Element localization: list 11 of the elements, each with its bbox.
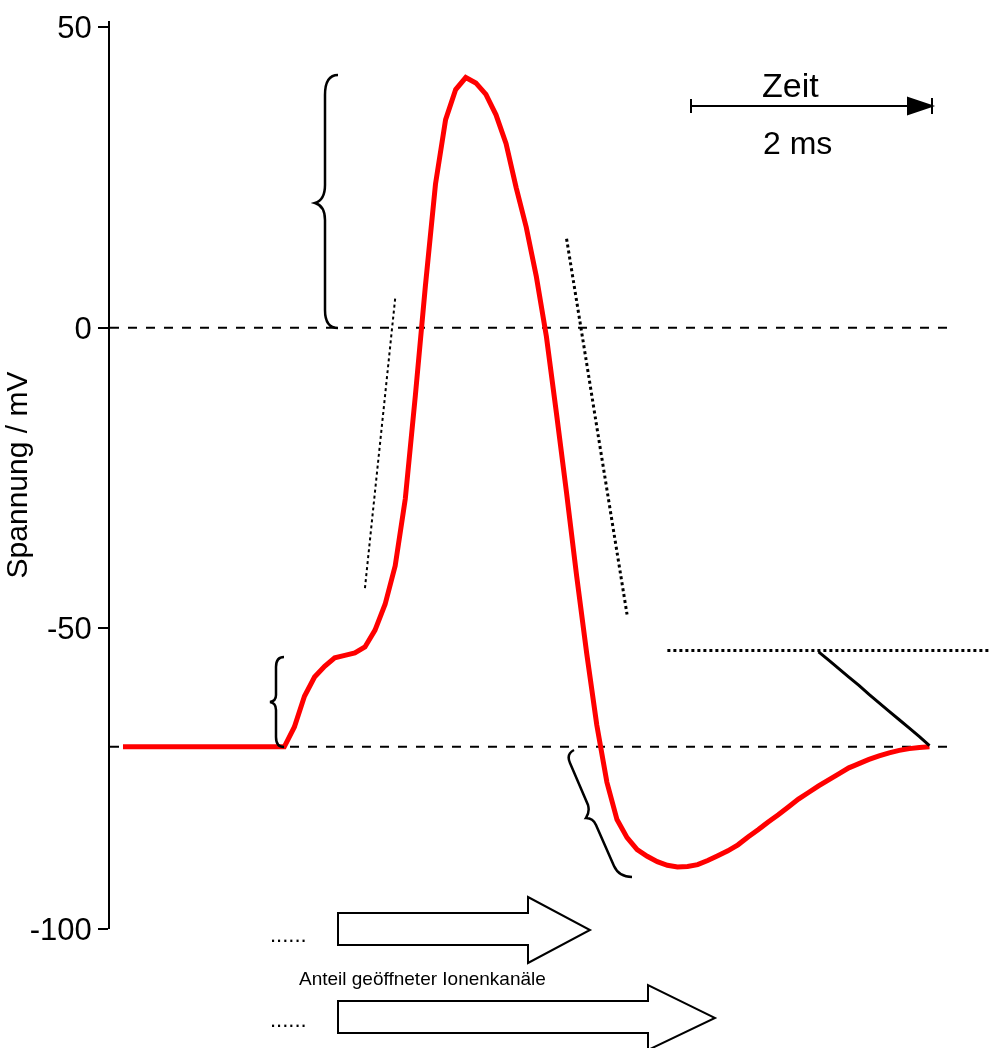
y-tick-label: -100 <box>29 911 92 947</box>
y-tick-label: 0 <box>74 310 92 346</box>
text: ...... <box>270 1007 307 1032</box>
text: Anteil geöffneter Ionenkanäle <box>299 968 546 989</box>
y-tick-label: -50 <box>46 611 92 647</box>
annotation: ...... <box>270 922 307 947</box>
annotation: Zeit <box>762 66 820 104</box>
y-tick-label: 50 <box>57 9 92 45</box>
line-series <box>363 297 397 590</box>
y-axis-title: Spannung / mV <box>0 371 33 579</box>
annotation: 2 ms <box>763 125 833 161</box>
